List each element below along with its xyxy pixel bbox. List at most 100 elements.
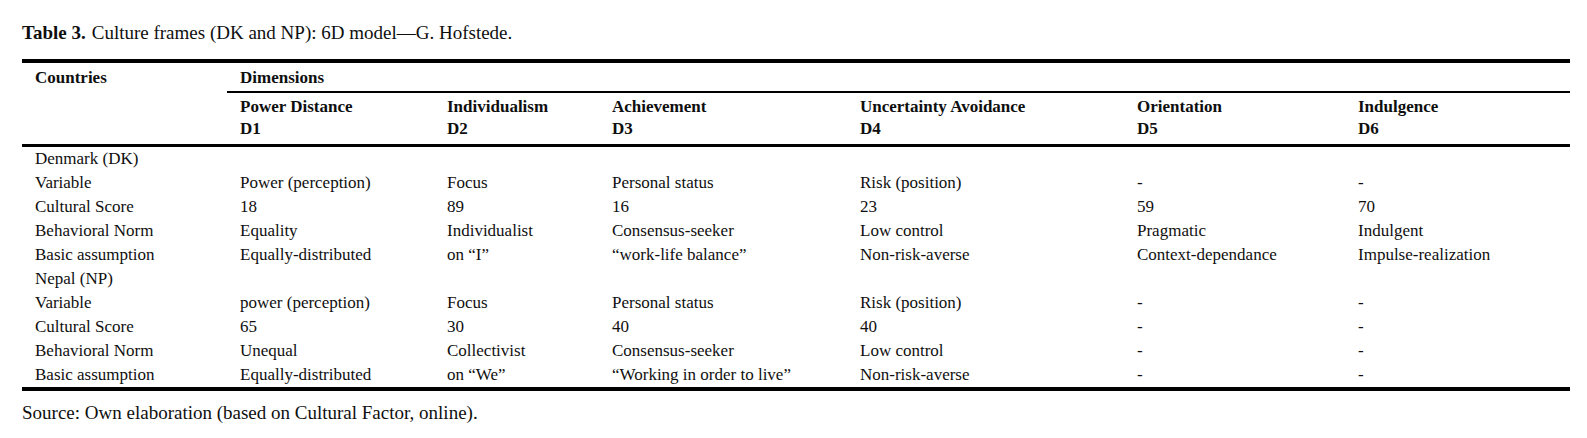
dimension-name: Uncertainty Avoidance [860, 96, 1120, 118]
cell-value: Collectivist [434, 339, 599, 363]
cell-value: - [1345, 315, 1570, 339]
cell-value: 40 [599, 315, 847, 339]
dimension-code: D4 [860, 118, 1120, 140]
country-section-row: Denmark (DK) [22, 146, 1570, 172]
table-caption-text: Culture frames (DK and NP): 6D model—G. … [92, 22, 513, 43]
culture-frames-table: Countries Dimensions Power DistanceD1 Ind… [22, 59, 1570, 391]
cell-value [599, 267, 847, 291]
cell-value: Low control [847, 339, 1124, 363]
row-label: Nepal (NP) [22, 267, 227, 291]
dimensions-header: Dimensions [227, 61, 1570, 92]
cell-value: “Working in order to live” [599, 363, 847, 389]
cell-value: Focus [434, 291, 599, 315]
dimension-code: D6 [1358, 118, 1566, 140]
row-label: Denmark (DK) [22, 146, 227, 172]
cell-value [847, 146, 1124, 172]
cell-value [227, 267, 434, 291]
row-label: Behavioral Norm [22, 219, 227, 243]
dimension-name: Indulgence [1358, 96, 1566, 118]
cell-value: on “We” [434, 363, 599, 389]
cell-value: - [1124, 171, 1345, 195]
cell-value: Context-dependance [1124, 243, 1345, 267]
cell-value: Risk (position) [847, 171, 1124, 195]
dimension-column-header: IndulgenceD6 [1345, 92, 1570, 146]
header-group-row: Countries Dimensions [22, 61, 1570, 92]
row-label: Cultural Score [22, 315, 227, 339]
cell-value: Risk (position) [847, 291, 1124, 315]
dimension-code: D1 [240, 118, 430, 140]
cell-value [434, 267, 599, 291]
row-label: Cultural Score [22, 195, 227, 219]
cell-value: Non-risk-averse [847, 363, 1124, 389]
table-row: Variablepower (perception)FocusPersonal … [22, 291, 1570, 315]
row-label: Basic assumption [22, 363, 227, 389]
table-row: Basic assumptionEqually-distributedon “I… [22, 243, 1570, 267]
table-header: Countries Dimensions Power DistanceD1 Ind… [22, 61, 1570, 146]
row-label: Variable [22, 291, 227, 315]
table-row: Behavioral NormUnequalCollectivistConsen… [22, 339, 1570, 363]
cell-value [227, 146, 434, 172]
dimension-code: D5 [1137, 118, 1341, 140]
cell-value: 16 [599, 195, 847, 219]
cell-value: 40 [847, 315, 1124, 339]
cell-value: Consensus-seeker [599, 339, 847, 363]
country-section-row: Nepal (NP) [22, 267, 1570, 291]
cell-value: - [1124, 363, 1345, 389]
cell-value [1345, 267, 1570, 291]
cell-value: Indulgent [1345, 219, 1570, 243]
document-page: Table 3. Culture frames (DK and NP): 6D m… [0, 0, 1587, 426]
cell-value: 30 [434, 315, 599, 339]
cell-value: Equality [227, 219, 434, 243]
dimension-code: D2 [447, 118, 595, 140]
dimension-column-header: Uncertainty AvoidanceD4 [847, 92, 1124, 146]
cell-value: - [1345, 339, 1570, 363]
cell-value: Unequal [227, 339, 434, 363]
table-row: Cultural Score188916235970 [22, 195, 1570, 219]
row-label: Basic assumption [22, 243, 227, 267]
cell-value [1124, 146, 1345, 172]
dimension-name: Achievement [612, 96, 843, 118]
dimension-column-header: Power DistanceD1 [227, 92, 434, 146]
table-row: Cultural Score65304040-- [22, 315, 1570, 339]
cell-value: Equally-distributed [227, 363, 434, 389]
dimension-column-header: AchievementD3 [599, 92, 847, 146]
cell-value: on “I” [434, 243, 599, 267]
cell-value: - [1345, 363, 1570, 389]
cell-value: - [1124, 339, 1345, 363]
dimension-name: Individualism [447, 96, 595, 118]
dimension-columns-row: Power DistanceD1IndividualismD2Achieveme… [22, 92, 1570, 146]
cell-value: 59 [1124, 195, 1345, 219]
table-row: VariablePower (perception)FocusPersonal … [22, 171, 1570, 195]
cell-value: Equally-distributed [227, 243, 434, 267]
cell-value [434, 146, 599, 172]
cell-value: Low control [847, 219, 1124, 243]
cell-value: Personal status [599, 171, 847, 195]
cell-value [847, 267, 1124, 291]
cell-value [599, 146, 847, 172]
source-note: Source: Own elaboration (based on Cultur… [22, 400, 1570, 426]
cell-value: Pragmatic [1124, 219, 1345, 243]
dimension-name: Orientation [1137, 96, 1341, 118]
cell-value: 18 [227, 195, 434, 219]
countries-header: Countries [22, 61, 227, 146]
cell-value: - [1124, 315, 1345, 339]
dimension-name: Power Distance [240, 96, 430, 118]
cell-value: 65 [227, 315, 434, 339]
cell-value: Power (perception) [227, 171, 434, 195]
table-row: Behavioral NormEqualityIndividualistCons… [22, 219, 1570, 243]
cell-value: Individualist [434, 219, 599, 243]
cell-value: “work-life balance” [599, 243, 847, 267]
cell-value: Personal status [599, 291, 847, 315]
row-label: Variable [22, 171, 227, 195]
cell-value: Focus [434, 171, 599, 195]
cell-value [1124, 267, 1345, 291]
table-row: Basic assumptionEqually-distributedon “W… [22, 363, 1570, 389]
cell-value: Non-risk-averse [847, 243, 1124, 267]
cell-value: power (perception) [227, 291, 434, 315]
dimension-column-header: OrientationD5 [1124, 92, 1345, 146]
cell-value: - [1345, 291, 1570, 315]
table-caption-label: Table 3. [22, 22, 86, 43]
cell-value: Consensus-seeker [599, 219, 847, 243]
cell-value: 70 [1345, 195, 1570, 219]
cell-value: Impulse-realization [1345, 243, 1570, 267]
